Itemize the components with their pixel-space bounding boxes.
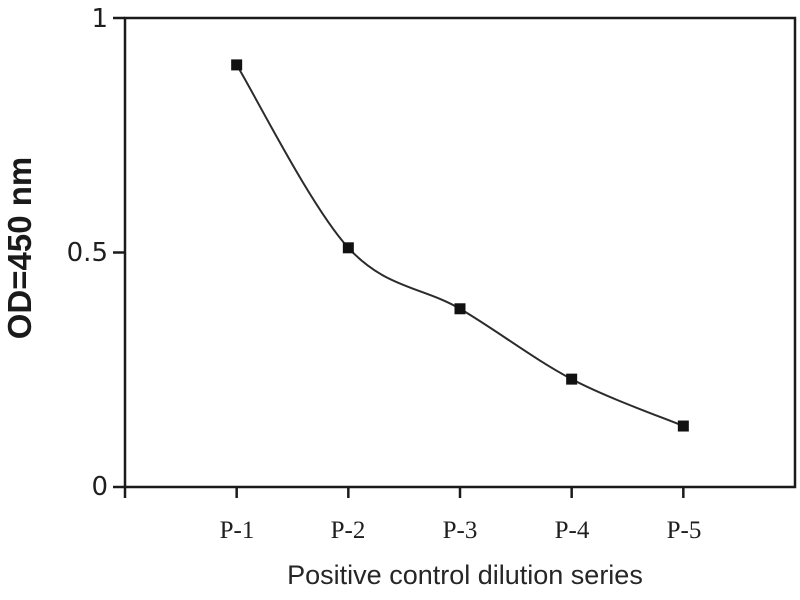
data-point-marker [677,420,689,432]
x-tick-label-p2: P-2 [330,517,366,544]
y-tick-label-0-5: 0.5 [66,238,108,268]
series-line [235,64,684,427]
x-tick-label-p4: P-4 [554,517,590,544]
y-tick-label-0: 0 [91,472,108,502]
data-point-marker [342,242,354,254]
x-tick-label-p5: P-5 [666,517,702,544]
data-point-marker [231,59,243,71]
x-tick-label-p3: P-3 [442,517,478,544]
x-axis-title: Positive control dilution series [287,560,643,590]
data-point-marker [454,303,466,315]
data-point-marker [566,373,578,385]
plot-border [123,16,797,489]
x-tick-label-p1: P-1 [219,517,255,544]
y-tick-label-1: 1 [91,4,108,34]
